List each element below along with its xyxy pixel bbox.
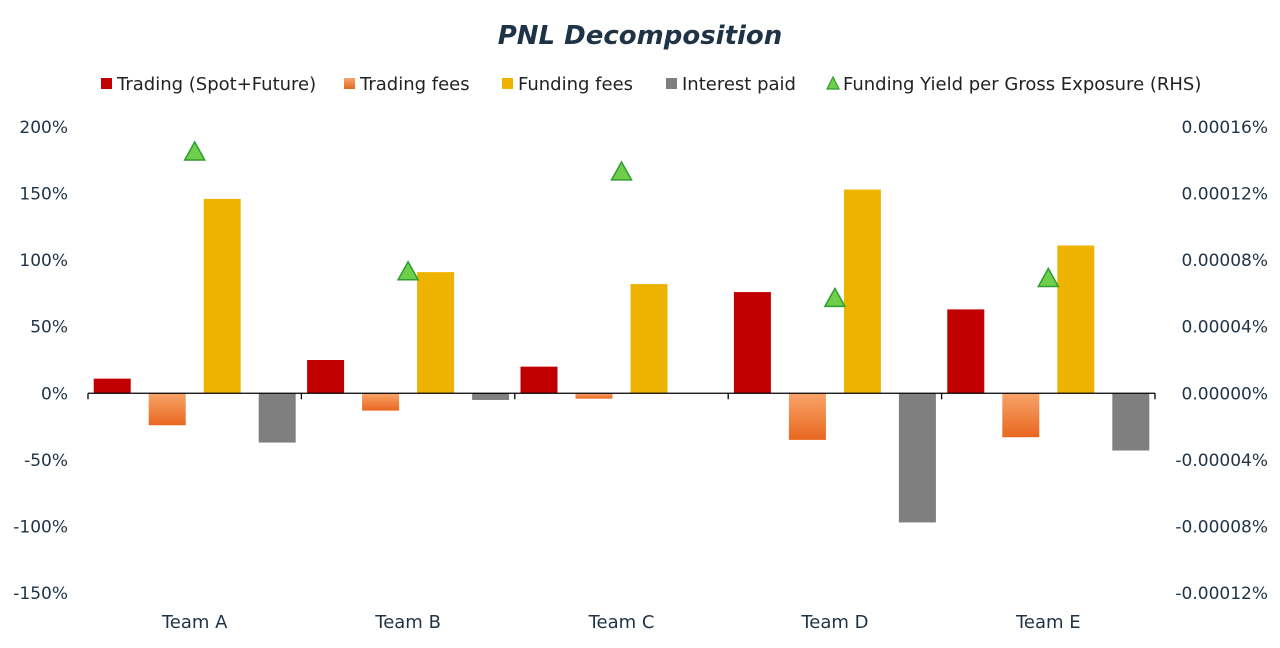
category-label: Team B bbox=[374, 612, 441, 633]
legend-label: Trading fees bbox=[359, 74, 470, 95]
bar-trading-spot-future- bbox=[520, 366, 558, 394]
y2-tick-label: 0.00008% bbox=[1182, 251, 1268, 271]
bar-trading-fees bbox=[788, 393, 826, 440]
bars bbox=[93, 189, 1150, 523]
y-tick-label: 50% bbox=[30, 318, 68, 338]
y2-tick-label: 0.00004% bbox=[1182, 318, 1268, 338]
y-tick-label: -100% bbox=[13, 517, 68, 537]
bar-funding-fees bbox=[1057, 245, 1095, 394]
bar-interest-paid bbox=[472, 393, 510, 400]
bar-funding-fees bbox=[630, 284, 668, 394]
legend-swatch bbox=[101, 78, 112, 89]
y-tick-label: -150% bbox=[13, 584, 68, 604]
left-axis: 200% 150% 100% 50% 0% -50% -100% -150% bbox=[13, 118, 68, 604]
y2-tick-label: 0.00000% bbox=[1182, 384, 1268, 404]
legend-swatch bbox=[826, 75, 840, 90]
rhs-markers bbox=[183, 140, 1060, 308]
y2-tick-label: -0.00008% bbox=[1175, 517, 1268, 537]
bar-funding-fees bbox=[417, 272, 455, 394]
rhs-triangle-marker bbox=[183, 140, 206, 161]
rhs-triangle-marker bbox=[1037, 266, 1060, 288]
bar-interest-paid bbox=[898, 393, 936, 523]
y2-tick-label: -0.00004% bbox=[1175, 451, 1268, 471]
right-axis: 0.00016% 0.00012% 0.00008% 0.00004% 0.00000%… bbox=[1175, 118, 1268, 604]
legend-swatch bbox=[344, 78, 355, 89]
chart-title: PNL Decomposition bbox=[498, 21, 783, 51]
legend: Trading (Spot+Future) Trading fees Funding… bbox=[101, 74, 1201, 95]
y-tick-label: 0% bbox=[41, 384, 68, 404]
bar-trading-spot-future- bbox=[947, 309, 985, 394]
bar-trading-spot-future- bbox=[93, 378, 131, 394]
y2-tick-label: -0.00012% bbox=[1175, 584, 1268, 604]
y-tick-label: -50% bbox=[24, 451, 68, 471]
y2-tick-label: 0.00012% bbox=[1182, 185, 1268, 205]
bar-trading-fees bbox=[148, 393, 186, 426]
y-tick-label: 150% bbox=[19, 185, 68, 205]
bar-trading-spot-future- bbox=[307, 360, 345, 394]
legend-label: Interest paid bbox=[682, 74, 796, 95]
bar-funding-fees bbox=[843, 189, 881, 394]
legend-label: Funding fees bbox=[518, 74, 633, 95]
y-tick-label: 100% bbox=[19, 251, 68, 271]
bar-trading-spot-future- bbox=[733, 292, 771, 394]
y2-tick-label: 0.00016% bbox=[1182, 118, 1268, 138]
bar-trading-fees bbox=[1002, 393, 1040, 438]
legend-swatch bbox=[666, 78, 677, 89]
category-label: Team E bbox=[1015, 612, 1081, 633]
legend-label: Trading (Spot+Future) bbox=[116, 74, 316, 95]
bar-funding-fees bbox=[203, 198, 241, 394]
y-tick-label: 200% bbox=[19, 118, 68, 138]
category-label: Team D bbox=[800, 612, 868, 633]
category-labels: Team A Team B Team C Team D Team E bbox=[161, 612, 1081, 633]
bar-trading-fees bbox=[362, 393, 400, 411]
rhs-triangle-marker bbox=[610, 160, 633, 181]
legend-swatch bbox=[502, 78, 513, 89]
rhs-triangle-marker bbox=[396, 260, 420, 281]
bar-trading-fees bbox=[575, 393, 613, 399]
category-label: Team C bbox=[588, 612, 655, 633]
zero-axis-line bbox=[87, 392, 1156, 400]
legend-label: Funding Yield per Gross Exposure (RHS) bbox=[843, 74, 1201, 95]
bar-interest-paid bbox=[1112, 393, 1150, 451]
bar-interest-paid bbox=[258, 393, 296, 443]
rhs-triangle-marker bbox=[823, 286, 847, 308]
category-label: Team A bbox=[161, 612, 228, 633]
